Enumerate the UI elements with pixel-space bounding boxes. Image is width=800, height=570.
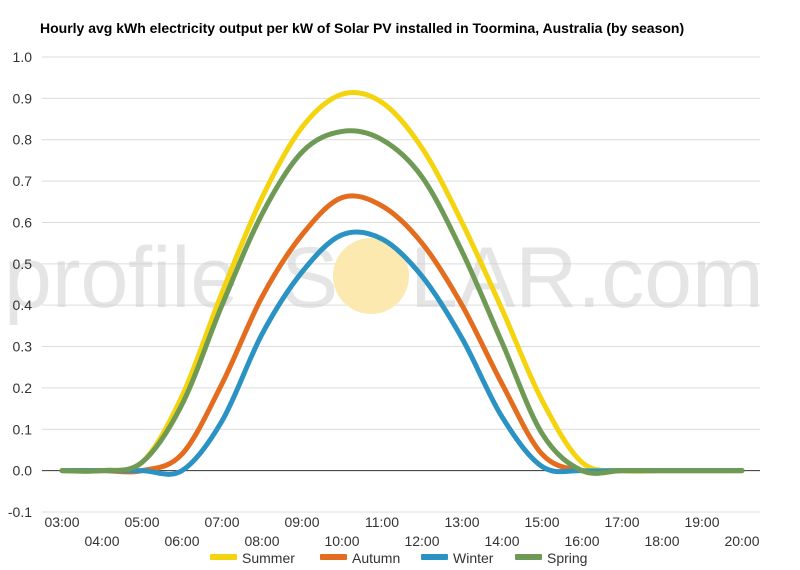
x-tick-label: 18:00 xyxy=(644,533,679,549)
y-tick-label: 0.9 xyxy=(13,90,33,106)
x-tick-label: 07:00 xyxy=(204,514,239,530)
legend-swatch-winter xyxy=(421,554,448,560)
x-tick-label: 10:00 xyxy=(324,533,359,549)
y-axis-tick-labels: -0.1 0.0 0.1 0.2 0.3 0.4 0.5 0.6 0.7 0.8 0.9 1.0 xyxy=(8,49,32,520)
y-tick-label: 0.3 xyxy=(13,339,33,355)
x-tick-label: 15:00 xyxy=(524,514,559,530)
y-tick-label: 0.4 xyxy=(13,297,33,313)
x-tick-label: 12:00 xyxy=(404,533,439,549)
y-tick-label: 0.0 xyxy=(13,463,33,479)
y-tick-label: 0.2 xyxy=(13,380,33,396)
legend-label-winter: Winter xyxy=(453,550,494,566)
legend-label-autumn: Autumn xyxy=(352,550,400,566)
y-tick-label: 0.1 xyxy=(13,421,33,437)
y-tick-label: 0.7 xyxy=(13,173,33,189)
watermark-part-3: LAR.com xyxy=(410,230,764,326)
watermark-part-1: profile xyxy=(4,230,238,326)
x-tick-label: 09:00 xyxy=(284,514,319,530)
watermark-sun-icon xyxy=(333,238,409,314)
x-tick-label: 04:00 xyxy=(84,533,119,549)
x-tick-label: 16:00 xyxy=(564,533,599,549)
y-tick-label: 1.0 xyxy=(13,49,33,65)
legend-swatch-spring xyxy=(515,554,542,560)
x-tick-label: 11:00 xyxy=(365,514,399,530)
legend-label-spring: Spring xyxy=(547,550,587,566)
y-tick-label: -0.1 xyxy=(8,504,32,520)
series-lines xyxy=(59,90,745,477)
watermark-text: profile S LAR.com xyxy=(4,230,764,326)
x-tick-label: 17:00 xyxy=(604,514,639,530)
x-tick-label: 20:00 xyxy=(724,533,759,549)
watermark: profile S LAR.com xyxy=(4,230,764,326)
legend-swatch-summer xyxy=(210,554,237,560)
chart-title: Hourly avg kWh electricity output per kW… xyxy=(40,20,684,36)
legend-label-summer: Summer xyxy=(242,550,295,566)
y-tick-label: 0.8 xyxy=(13,132,33,148)
x-tick-label: 06:00 xyxy=(164,533,199,549)
grid-lines xyxy=(42,56,760,513)
x-tick-label: 03:00 xyxy=(44,514,79,530)
x-tick-label: 13:00 xyxy=(444,514,479,530)
series-line-spring xyxy=(59,128,745,476)
y-tick-label: 0.5 xyxy=(13,256,33,272)
legend-swatch-autumn xyxy=(320,554,347,560)
legend: Summer Autumn Winter Spring xyxy=(210,550,587,566)
y-tick-label: 0.6 xyxy=(13,214,33,230)
x-tick-label: 14:00 xyxy=(484,533,519,549)
x-tick-label: 19:00 xyxy=(684,514,719,530)
x-tick-label: 08:00 xyxy=(244,533,279,549)
x-axis-tick-labels: 03:00 04:00 05:00 06:00 07:00 08:00 09:00 10:00… xyxy=(44,514,759,549)
x-tick-label: 05:00 xyxy=(124,514,159,530)
